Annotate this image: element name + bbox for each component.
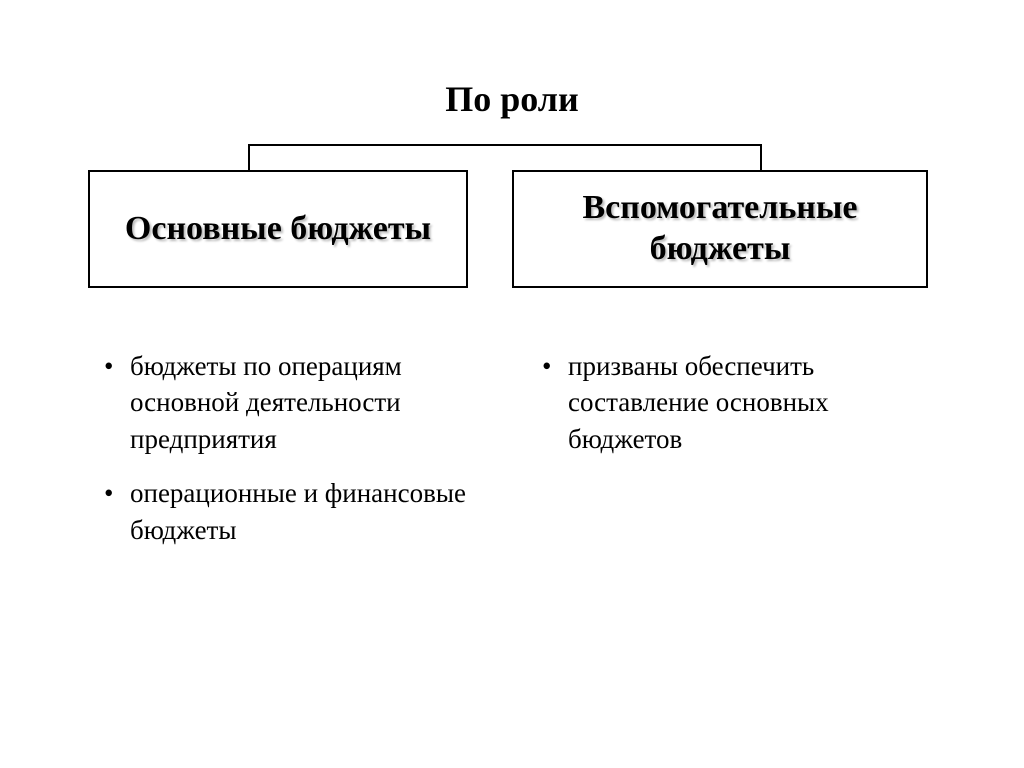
- connector-horizontal: [248, 144, 762, 146]
- diagram-title: По роли: [0, 78, 1024, 120]
- list-item: бюджеты по операциям основной деятельнос…: [96, 348, 476, 457]
- connector-vertical-left: [248, 144, 250, 170]
- box-auxiliary-budgets: Вспомогательные бюджеты: [512, 170, 928, 288]
- box-main-budgets-label: Основные бюджеты: [125, 209, 431, 250]
- box-auxiliary-budgets-label: Вспомогательные бюджеты: [520, 188, 920, 270]
- connector-vertical-right: [760, 144, 762, 170]
- list-item: операционные и финансовые бюджеты: [96, 475, 476, 548]
- main-budgets-bullets: бюджеты по операциям основной деятельнос…: [96, 348, 476, 566]
- box-main-budgets: Основные бюджеты: [88, 170, 468, 288]
- auxiliary-budgets-bullets: призваны обеспечить составление основных…: [534, 348, 914, 475]
- list-item: призваны обеспечить составление основных…: [534, 348, 914, 457]
